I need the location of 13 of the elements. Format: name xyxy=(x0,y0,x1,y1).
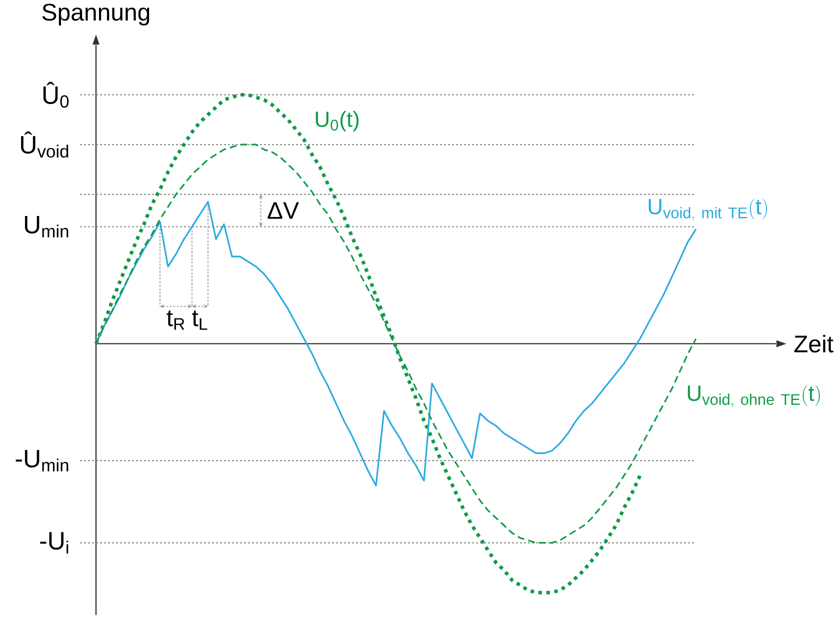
ref-line-label: -U$_{min}$ xyxy=(16,450,68,472)
series-label: U$_{0}$(t) xyxy=(316,110,359,132)
annotation: t$_{R}$ xyxy=(166,310,184,330)
ref-line-label: Û$_{void}$ xyxy=(21,132,68,158)
annotation: ΔV xyxy=(268,202,299,219)
ref-line-label: -U$_{i}$ xyxy=(40,532,68,554)
annotation: t$_{L}$ xyxy=(192,310,208,330)
ref-line-label: U$_{min}$ xyxy=(24,216,68,238)
series-label: $\mathrm{U}_{\mathrm{void,\ ohne\ TE}}(\mathrm{t})$ xyxy=(688,385,820,408)
x-axis-title: Zeit xyxy=(794,334,834,353)
y-axis-title: Spannung xyxy=(42,4,150,26)
text: $\mathrm{U}_{\mathrm{void,\ mit\ TE}}(\mathrm{t})$ xyxy=(648,198,768,221)
ref-line-label: Û$_{0}$ xyxy=(43,82,69,108)
